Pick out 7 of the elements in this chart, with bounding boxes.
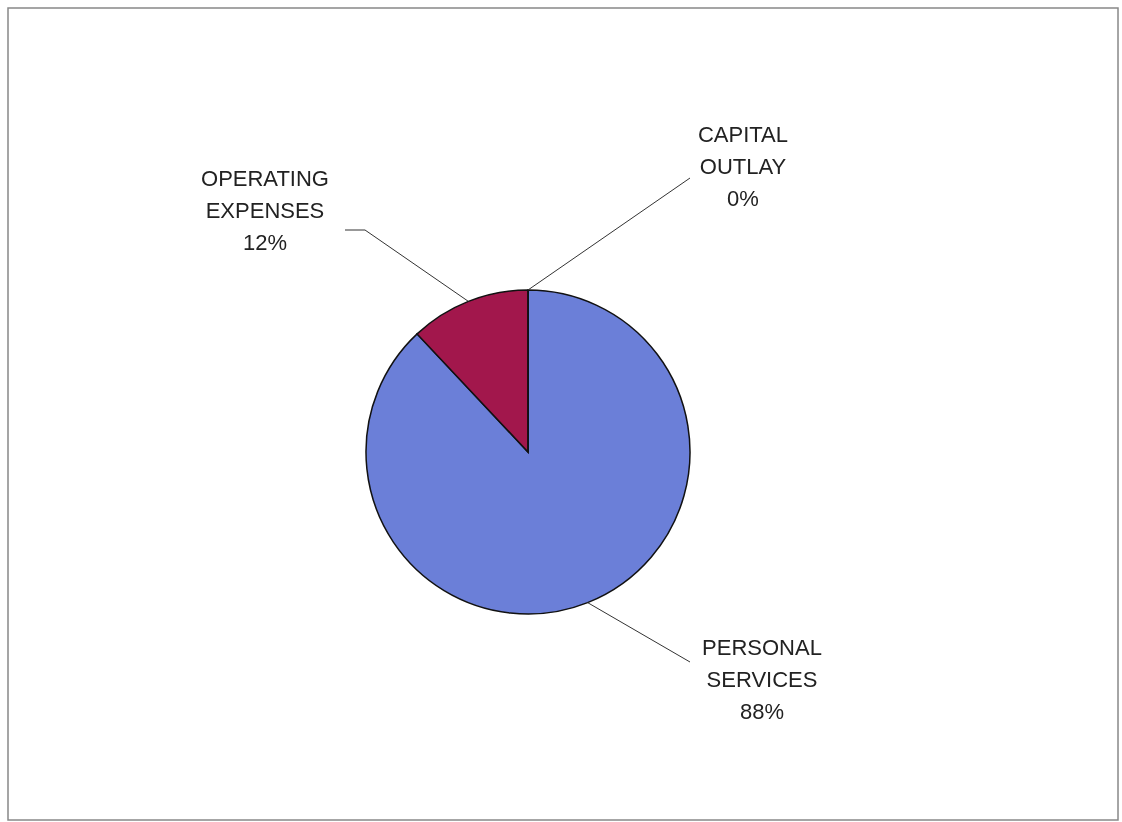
pie-slice [365,289,691,615]
slice-label: PERSONAL SERVICES [702,635,822,692]
text: 0% [727,186,759,211]
slice-label: OPERATING EXPENSES [201,166,329,223]
data-label: 88% [739,699,785,724]
data-label: 12% [242,230,288,255]
category-label: CAPITAL OUTLAY [697,122,789,179]
